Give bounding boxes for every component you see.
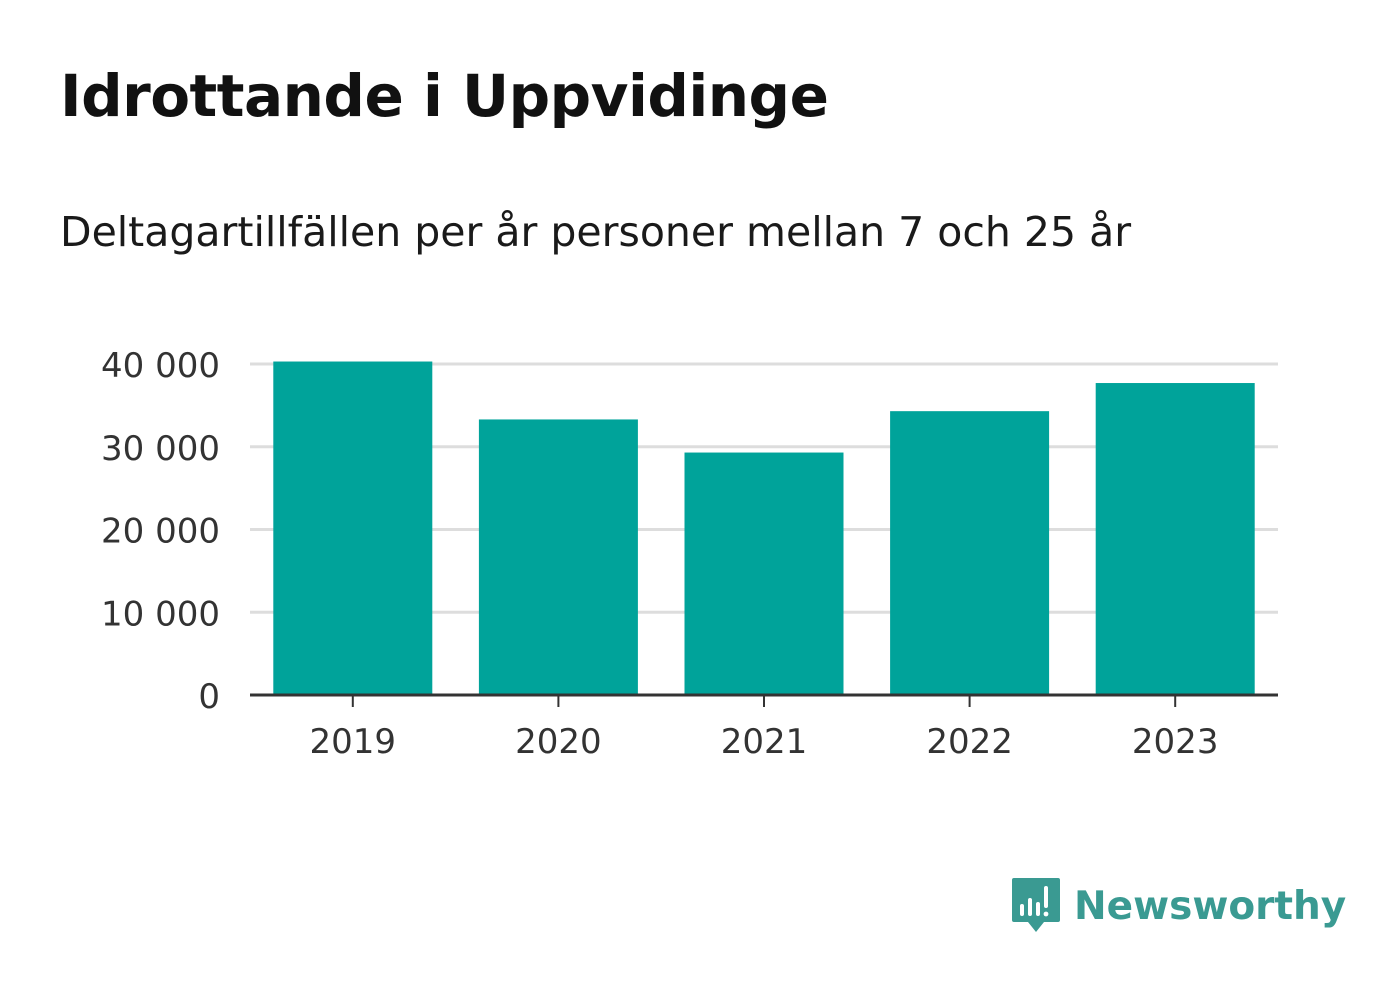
brand-name: Newsworthy [1074,883,1347,929]
bar-2022 [890,411,1050,695]
bar-2021 [684,452,844,695]
y-tick-label: 30 000 [101,429,220,469]
bar-2020 [478,419,638,695]
x-tick-label: 2021 [721,722,808,762]
y-tick-label: 20 000 [101,512,220,552]
x-tick-label: 2019 [310,722,397,762]
bar-2019 [273,361,433,695]
chart-title: Idrottande i Uppvidinge [60,62,829,130]
x-tick-label: 2023 [1132,722,1219,762]
newsworthy-logo-icon [1012,878,1060,932]
chart-subtitle: Deltagartillfällen per år personer mella… [60,208,1132,256]
y-tick-label: 10 000 [101,594,220,634]
tick-labels: 0 10 000 20 000 30 000 40 000 2019 2020 2021 202… [101,346,1218,762]
x-tick-label: 2022 [926,722,1013,762]
bars [273,361,1255,695]
bar-2023 [1095,383,1255,695]
newsworthy-brand: Newsworthy [1010,876,1346,936]
axes [250,693,1278,707]
x-tick-label: 2020 [515,722,602,762]
y-tick-label: 0 [198,677,220,717]
y-tick-label: 40 000 [101,346,220,386]
